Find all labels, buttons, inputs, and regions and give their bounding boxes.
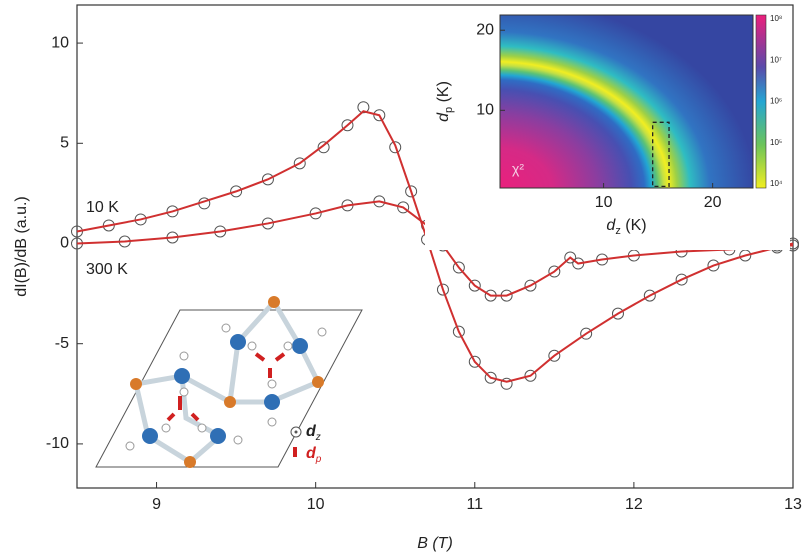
x-tick-label: 12 bbox=[625, 496, 643, 513]
diagram-legend-label-part: d bbox=[306, 423, 317, 440]
data-point bbox=[293, 157, 306, 170]
x-tick-label: 10 bbox=[595, 194, 613, 211]
y-tick-label: -10 bbox=[46, 435, 69, 452]
colorbar-label: 10⁴ bbox=[770, 179, 783, 188]
data-point bbox=[468, 279, 481, 292]
data-point bbox=[166, 205, 179, 218]
data-point bbox=[564, 251, 577, 264]
data-point bbox=[317, 141, 330, 154]
selection-box bbox=[652, 121, 670, 188]
data-point bbox=[134, 213, 147, 226]
x-tick-label: 9 bbox=[152, 496, 161, 513]
data-point bbox=[341, 119, 354, 132]
y-tick-label: 10 bbox=[51, 34, 69, 51]
x-tick-label: 13 bbox=[784, 496, 802, 513]
data-point bbox=[739, 249, 752, 262]
plot-frame bbox=[76, 4, 794, 489]
fit-line bbox=[76, 200, 793, 297]
data-point bbox=[524, 369, 537, 382]
fit-line bbox=[76, 110, 794, 383]
x-axis-label: dz (K) bbox=[606, 217, 646, 237]
data-point bbox=[397, 201, 410, 214]
data-point bbox=[468, 355, 481, 368]
data-point bbox=[230, 185, 243, 198]
x-tick-label: 10 bbox=[307, 496, 325, 513]
y-axis-label-part: p bbox=[443, 107, 455, 113]
data-point bbox=[405, 185, 418, 198]
x-axis-label-part: d bbox=[606, 217, 616, 234]
data-point bbox=[548, 265, 561, 278]
data-point bbox=[357, 101, 370, 114]
colorbar-label: 10⁵ bbox=[770, 138, 782, 147]
data-point bbox=[71, 225, 83, 238]
y-tick-label: 5 bbox=[60, 135, 69, 152]
data-point bbox=[102, 219, 115, 232]
data-point bbox=[707, 259, 720, 272]
data-point bbox=[452, 261, 465, 274]
diagram-legend-label: dp bbox=[306, 445, 322, 464]
data-point bbox=[309, 207, 322, 220]
main-plot: 9 10 11 12 13 -10 -5 0 5 10 B (T) dI(B)/dB (a.u.) 10… bbox=[13, 4, 802, 552]
data-point bbox=[452, 325, 465, 338]
y-axis-label-part: d bbox=[435, 112, 452, 122]
data-point bbox=[524, 279, 537, 292]
y-tick-label: 0 bbox=[60, 235, 69, 252]
diagram-legend-label: dz bbox=[306, 423, 321, 442]
data-point bbox=[500, 377, 513, 390]
annotation: 10 K bbox=[86, 199, 119, 216]
diagram-legend-label-part: p bbox=[315, 454, 322, 465]
data-point bbox=[580, 327, 593, 340]
y-axis-label: dI(B)/dB (a.u.) bbox=[13, 196, 30, 296]
y-tick-label: 10 bbox=[476, 102, 494, 119]
data-point bbox=[643, 289, 656, 302]
data-point bbox=[611, 307, 624, 320]
y-axis-label-part: (K) bbox=[435, 81, 452, 107]
colorbar-label: 10⁸ bbox=[770, 14, 782, 23]
colorbar-label: 10⁷ bbox=[770, 55, 782, 64]
data-point bbox=[261, 173, 274, 186]
x-tick-label: 11 bbox=[466, 496, 483, 513]
heatmap bbox=[499, 14, 754, 189]
diagram-legend-label-part: z bbox=[315, 432, 321, 443]
y-tick-label: -5 bbox=[55, 335, 69, 352]
y-tick-label: 20 bbox=[476, 21, 494, 38]
x-axis-label: B (T) bbox=[417, 535, 453, 552]
annotation: χ² bbox=[512, 161, 524, 177]
data-point bbox=[484, 371, 497, 384]
data-point bbox=[436, 283, 449, 296]
colorbar bbox=[755, 14, 767, 189]
y-axis-label: dp (K) bbox=[435, 81, 455, 122]
annotation: 300 K bbox=[86, 261, 128, 278]
x-axis-label-part: (K) bbox=[621, 217, 647, 234]
data-point bbox=[675, 273, 688, 286]
data-point bbox=[548, 349, 561, 362]
diagram-legend-label-part: d bbox=[306, 445, 317, 462]
x-tick-label: 20 bbox=[704, 194, 722, 211]
data-point bbox=[373, 109, 386, 122]
colorbar-label: 10⁶ bbox=[770, 97, 782, 106]
x-axis-label-part: z bbox=[615, 225, 621, 237]
data-point bbox=[389, 141, 402, 154]
